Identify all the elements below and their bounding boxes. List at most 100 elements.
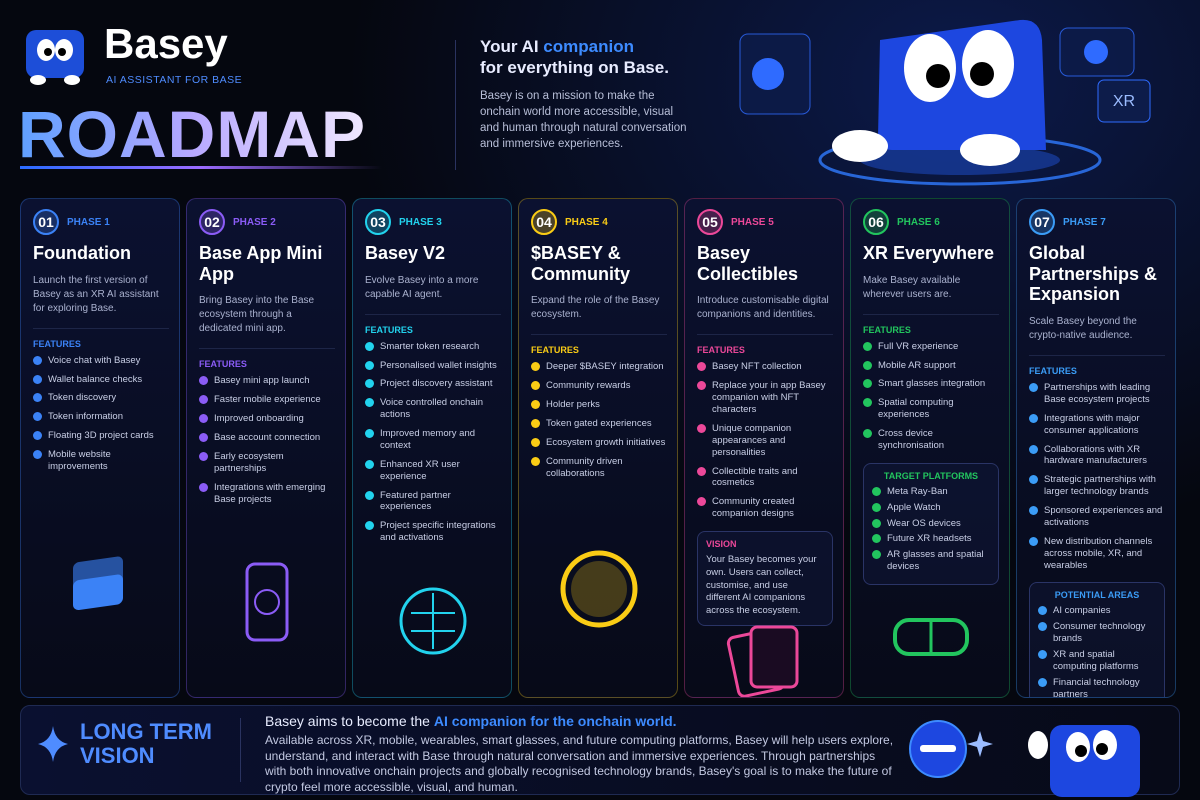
feature-item: Community driven collaborations [531,456,667,480]
phase-description: Launch the first version of Basey as an … [33,274,169,329]
feature-item: Collaborations with XR hardware manufact… [1029,444,1165,468]
features-label: FEATURES [531,345,579,356]
phase-card: 04 PHASE 4 $BASEY & Community Expand the ro… [518,198,678,698]
headline-text: Basey aims to become the [265,713,430,729]
long-term-vision-body: Available across XR, mobile, wearables, … [265,733,894,794]
intro-headline: Your AI companion for everything on Base. [480,36,720,79]
feature-item: Mobile AR support [863,360,999,372]
illustration [245,562,289,642]
vision-box: VISION Your Basey becomes your own. Users… [697,531,833,627]
feature-item: Wallet balance checks [33,374,169,386]
list-item: Apple Watch [872,502,990,514]
features-label: FEATURES [365,324,413,335]
feature-item: Faster mobile experience [199,394,335,406]
feature-item: Floating 3D project cards [33,430,169,442]
phase-illustration [33,480,169,691]
feature-item: Token information [33,411,169,423]
feature-item: Mobile website improvements [33,449,169,473]
feature-item: Smart glasses integration [863,378,999,390]
feature-item: Deeper $BASEY integration [531,361,667,373]
phase-number: 02 [199,209,225,235]
feature-item: Voice controlled onchain actions [365,397,501,421]
headline-highlight: companion [543,37,634,56]
phase-title: Base App Mini App [199,243,323,284]
phase-card: 01 PHASE 1 Foundation Launch the first vers… [20,198,180,698]
feature-item: Personalised wallet insights [365,360,501,372]
phase-header: 03 PHASE 3 [365,209,501,235]
phase-label: PHASE 2 [233,216,276,228]
phase-label: PHASE 7 [1063,216,1106,228]
feature-item: Community created companion designs [697,496,833,520]
feature-item: Project specific integrations and activa… [365,520,501,544]
feature-list: Deeper $BASEY integration Community rewar… [531,361,667,486]
phase-description: Expand the role of the Basey ecosystem. [531,294,667,336]
intro-body: Basey is on a mission to make the onchai… [480,90,687,151]
list-item: Meta Ray-Ban [872,486,990,498]
item-list: Meta Ray-Ban Apple Watch Wear OS devices Fu… [872,486,990,573]
phase-card: 05 PHASE 5 Basey Collectibles Introduce cus… [684,198,844,698]
illustration [399,587,467,655]
feature-item: Basey mini app launch [199,375,335,387]
feature-item: New distribution channels across mobile,… [1029,536,1165,572]
phase-number: 01 [33,209,59,235]
mascot-illustration [909,720,1140,797]
target-platforms-label: TARGET PLATFORMS [883,470,979,481]
feature-item: Full VR experience [863,341,999,353]
divider [240,718,241,782]
feature-item: Improved memory and context [365,428,501,452]
phase-description: Make Basey available wherever users are. [863,274,999,315]
phase-number: 04 [531,209,557,235]
logo [26,30,84,85]
vision-label: VISION [706,539,737,549]
phase-header: 06 PHASE 6 [863,209,999,235]
page-title: ROADMAP [18,97,366,171]
phase-description: Evolve Basey into a more capable AI agen… [365,274,501,315]
phase-card: 03 PHASE 3 Basey V2 Evolve Basey into a mor… [352,198,512,698]
potential-areas-label: POTENTIAL AREAS [1054,590,1140,601]
feature-list: Basey NFT collection Replace your in app … [697,361,833,527]
phase-description: Bring Basey into the Base ecosystem thro… [199,294,335,350]
feature-list: Voice chat with Basey Wallet balance chec… [33,355,169,480]
feature-item: Improved onboarding [199,413,335,425]
phase-number: 03 [365,209,391,235]
feature-item: Smarter token research [365,341,501,353]
illustration [893,618,969,657]
phase-header: 04 PHASE 4 [531,209,667,235]
feature-item: Early ecosystem partnerships [199,451,335,475]
feature-item: Basey NFT collection [697,361,833,373]
feature-item: Base account connection [199,432,335,444]
list-item: Consumer technology brands [1038,621,1156,645]
feature-list: Full VR experience Mobile AR support Smart… [863,341,999,459]
phase-illustration [365,551,501,691]
feature-list: Basey mini app launch Faster mobile exper… [199,375,335,512]
phase-card: 02 PHASE 2 Base App Mini App Bring Basey in… [186,198,346,698]
long-term-vision-headline: Basey aims to become the AI companion fo… [265,713,677,729]
illustration [73,556,123,611]
headline-text: for everything on Base. [480,58,669,78]
feature-item: Project discovery assistant [365,378,501,390]
feature-item: Holder perks [531,399,667,411]
phase-title: Basey V2 [365,243,446,263]
feature-item: Community rewards [531,380,667,392]
list-item: AR glasses and spatial devices [872,549,990,573]
phase-description: Introduce customisable digital companion… [697,294,833,336]
brand-name: Basey [104,20,228,67]
phase-number: 05 [697,209,723,235]
feature-item: Partnerships with leading Base ecosystem… [1029,382,1165,406]
sparkle-icon [38,726,68,762]
feature-item: Enhanced XR user experience [365,459,501,483]
phase-number: 06 [863,209,889,235]
feature-list: Smarter token research Personalised walle… [365,341,501,551]
list-item: Financial technology partners [1038,677,1156,697]
illustration [726,625,799,697]
list-item: Future XR headsets [872,533,990,545]
feature-item: Ecosystem growth initiatives [531,437,667,449]
feature-item: Featured partner experiences [365,490,501,514]
phase-title: $BASEY & Community [531,243,630,284]
feature-item: Voice chat with Basey [33,355,169,367]
long-term-vision-title: LONG TERM VISION [80,719,212,769]
phase-label: PHASE 5 [731,216,774,228]
list-item: Wear OS devices [872,518,990,530]
feature-item: Token gated experiences [531,418,667,430]
